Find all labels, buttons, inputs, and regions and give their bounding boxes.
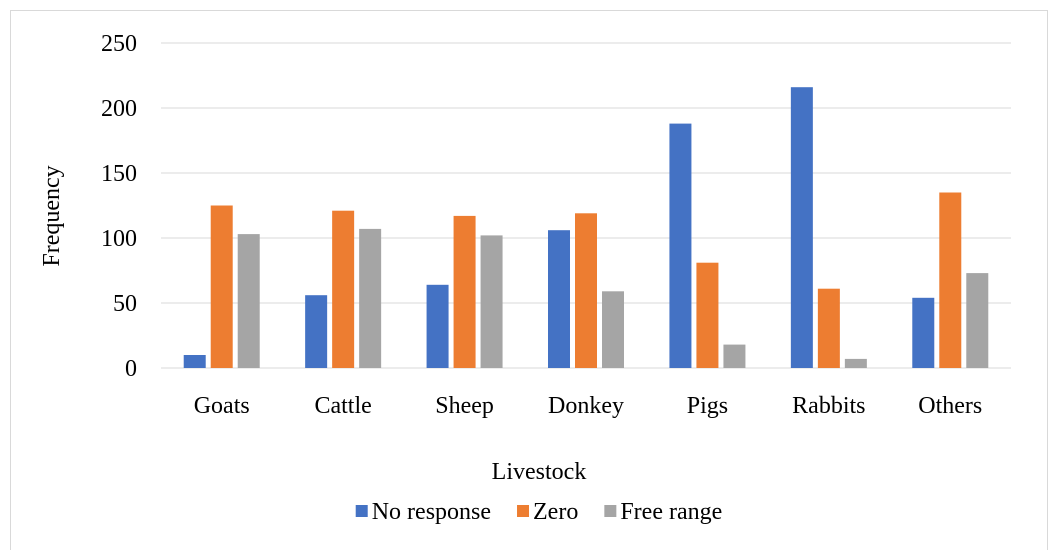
legend-swatch <box>604 505 617 517</box>
x-tick-label: Goats <box>194 393 250 419</box>
y-tick-label: 200 <box>101 96 137 122</box>
bar-free-range-pigs <box>723 344 746 368</box>
bar-zero-sheep <box>453 215 476 368</box>
y-tick-label: 50 <box>113 291 137 317</box>
legend-item: No response <box>355 499 491 525</box>
y-tick-label: 250 <box>101 31 137 57</box>
bar-chart: 0 50 100 150 200 250 Goats Cattle Sheep Donkey Pi… <box>39 31 1011 525</box>
x-tick-label: Sheep <box>435 393 494 419</box>
bar-zero-cattle <box>332 210 355 368</box>
x-tick-labels: Goats Cattle Sheep Donkey Pigs Rabbits Others <box>194 393 983 419</box>
legend: No response Zero Free range <box>355 499 722 525</box>
y-axis-title: Frequency <box>39 165 65 266</box>
bar-zero-goats <box>210 205 233 368</box>
bar-no-response-others <box>912 297 935 368</box>
bar-free-range-goats <box>237 234 260 368</box>
chart-frame: 0 50 100 150 200 250 Goats Cattle Sheep Donkey Pi… <box>10 10 1048 550</box>
bar-no-response-donkey <box>548 230 570 368</box>
legend-item: Free range <box>604 499 722 525</box>
bar-zero-donkey <box>575 213 597 368</box>
bar-free-range-sheep <box>480 235 503 368</box>
bar-free-range-cattle <box>359 228 382 368</box>
x-tick-label: Others <box>918 393 982 419</box>
bars <box>183 87 989 368</box>
legend-label: Free range <box>620 499 722 525</box>
y-tick-label: 150 <box>101 161 137 187</box>
bar-zero-rabbits <box>817 288 840 368</box>
bar-free-range-others <box>966 273 989 368</box>
x-tick-label: Pigs <box>687 393 728 419</box>
bar-free-range-rabbits <box>844 358 867 368</box>
bar-free-range-donkey <box>602 291 624 368</box>
bar-no-response-cattle <box>305 295 328 368</box>
y-tick-labels: 0 50 100 150 200 250 <box>101 31 137 382</box>
legend-swatch <box>517 505 530 517</box>
bar-zero-pigs <box>696 262 719 368</box>
x-tick-label: Donkey <box>548 393 624 419</box>
bar-no-response-rabbits <box>790 87 813 368</box>
y-tick-label: 0 <box>125 356 137 382</box>
bar-no-response-goats <box>183 355 206 368</box>
x-axis-title: Livestock <box>492 459 587 485</box>
bar-zero-others <box>939 192 962 368</box>
legend-label: No response <box>372 499 491 525</box>
legend-item: Zero <box>517 499 578 525</box>
bar-no-response-sheep <box>426 284 449 368</box>
legend-swatch <box>355 505 368 517</box>
x-tick-label: Rabbits <box>792 393 865 419</box>
bar-no-response-pigs <box>669 123 692 368</box>
legend-label: Zero <box>533 499 578 525</box>
y-tick-label: 100 <box>101 226 137 252</box>
x-tick-label: Cattle <box>314 393 371 419</box>
